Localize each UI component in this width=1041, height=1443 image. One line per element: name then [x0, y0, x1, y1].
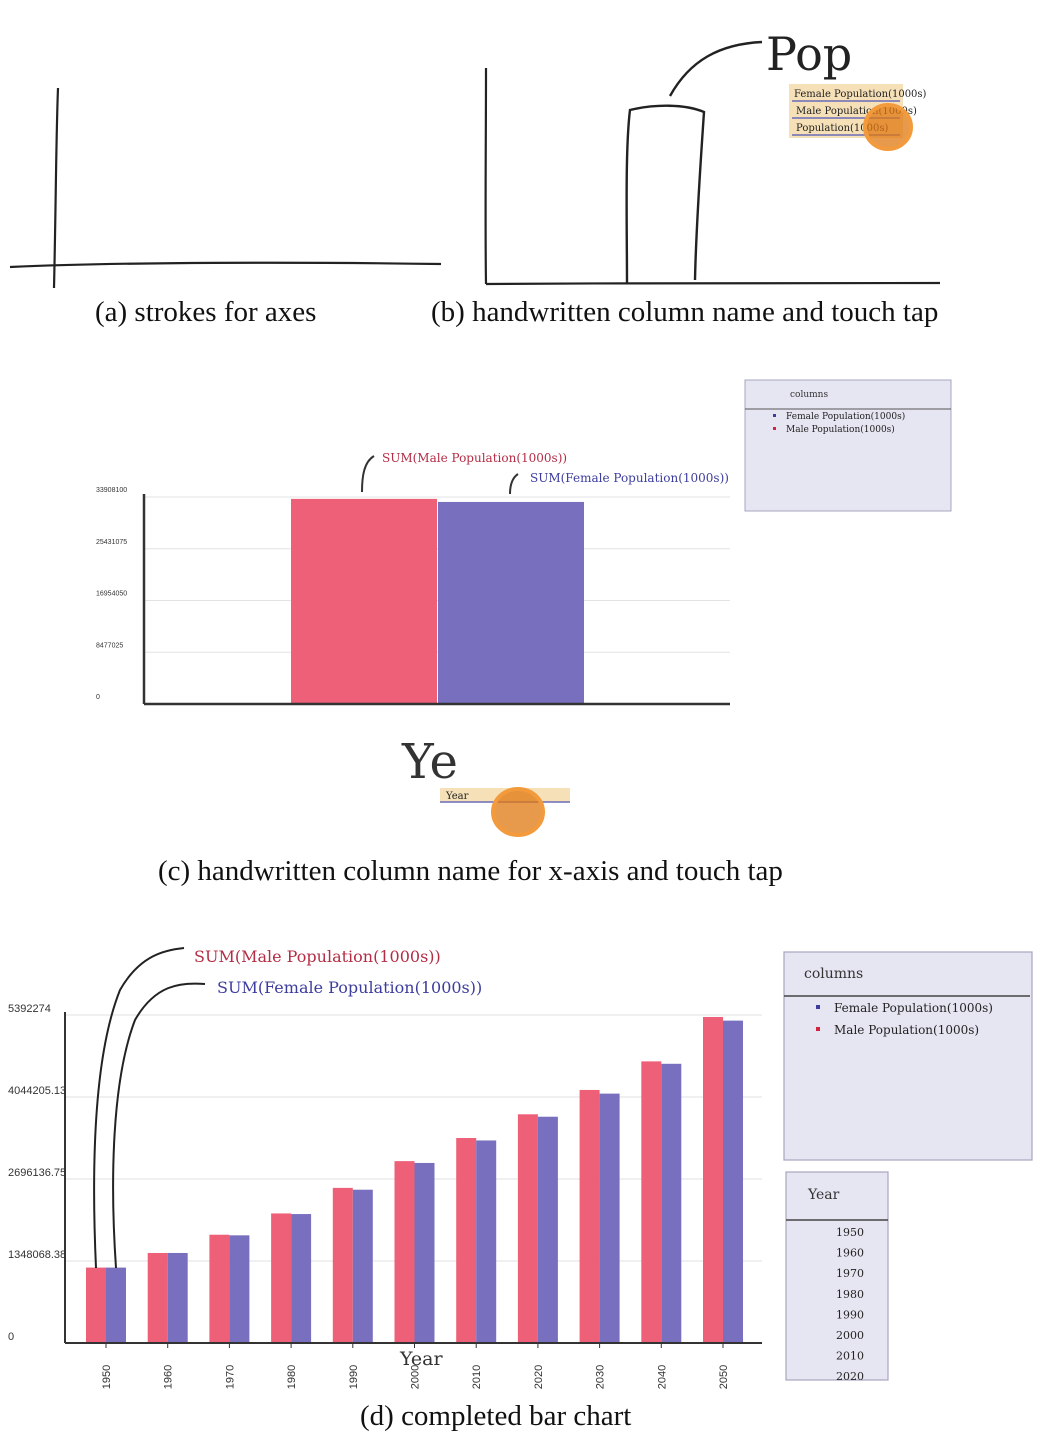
d-bar-female [352, 1189, 373, 1343]
d-bar-female [661, 1063, 682, 1343]
c-suggestion-bg [440, 788, 570, 802]
d-year-item[interactable]: 1970 [836, 1267, 864, 1280]
d-ytick-label: 1348068.38 [8, 1249, 66, 1261]
d-bar-male [394, 1161, 415, 1343]
d-connector-male [93, 947, 185, 1269]
d-bar-female [229, 1235, 250, 1343]
c-bar-male [291, 498, 437, 704]
caption-d: (d) completed bar chart [360, 1400, 632, 1432]
d-year-item[interactable]: 2010 [836, 1350, 864, 1363]
d-bar-female [106, 1267, 126, 1343]
d-xtick-label: 2030 [595, 1365, 607, 1389]
d-bar-female [599, 1093, 620, 1343]
c-legend-male[interactable]: Male Population(1000s) [786, 424, 895, 435]
d-legend-male[interactable]: Male Population(1000s) [834, 1023, 979, 1037]
d-legend-female-swatch [816, 1005, 820, 1009]
c-ytick-label: 16954050 [96, 591, 127, 598]
c-legend-male-swatch [773, 427, 776, 430]
suggestion-bg [789, 84, 903, 138]
d-xtick-label: 2000 [410, 1365, 422, 1389]
c-columns-panel [744, 379, 952, 512]
d-bar-female [723, 1020, 743, 1343]
handwriting-pop: Pop [766, 27, 852, 81]
d-year-item[interactable]: 1980 [836, 1288, 864, 1301]
d-legend-male-swatch [816, 1027, 820, 1031]
suggestion-1[interactable]: Male Population(1000s) [796, 106, 917, 117]
d-columns-panel [783, 951, 1033, 1161]
stroke-y-axis [52, 87, 60, 289]
d-year-panel [785, 1171, 889, 1381]
suggestion-2[interactable]: Population(1000s) [796, 123, 889, 134]
c-ytick-label: 0 [96, 694, 100, 701]
stroke-bar [625, 104, 706, 285]
d-year-item[interactable]: 1950 [836, 1226, 864, 1239]
d-year-item[interactable]: 2000 [836, 1329, 864, 1342]
d-bar-female [537, 1116, 558, 1343]
d-connector-female [112, 982, 206, 1269]
d-ytick-label: 0 [8, 1331, 14, 1343]
c-connector-female [509, 473, 519, 495]
caption-c: (c) handwritten column name for x-axis a… [158, 855, 783, 887]
c-ytick-label: 25431075 [96, 539, 127, 546]
c-label-female: SUM(Female Population(1000s)) [530, 471, 729, 485]
d-xtick-label: 1980 [286, 1365, 298, 1389]
d-ytick-label: 4044205.13 [8, 1085, 66, 1097]
d-bar-male [641, 1061, 662, 1343]
d-bar-female [476, 1140, 497, 1343]
d-bar-female [291, 1214, 312, 1343]
d-bar-male [86, 1267, 106, 1343]
d-bar-male [517, 1114, 538, 1343]
c-handwriting-ye: Ye [401, 734, 458, 790]
d-bar-male [703, 1016, 723, 1343]
caption-a: (a) strokes for axes [95, 296, 317, 328]
d-legend-female[interactable]: Female Population(1000s) [834, 1001, 993, 1015]
d-bar-male [579, 1089, 600, 1343]
touch-tap-b [863, 103, 913, 151]
d-year-title: Year [807, 1187, 840, 1203]
d-label-male: SUM(Male Population(1000s)) [194, 947, 441, 966]
d-bar-female [414, 1162, 435, 1343]
c-suggestion-year[interactable]: Year [445, 791, 469, 802]
d-ytick-label: 2696136.75 [8, 1167, 66, 1179]
d-xtick-label: 2020 [533, 1365, 545, 1389]
d-bar-female [167, 1252, 188, 1343]
d-year-item[interactable]: 2020 [836, 1370, 864, 1383]
d-xlabel: Year [399, 1348, 443, 1370]
c-bar-female [438, 501, 584, 704]
d-bar-male [209, 1234, 230, 1343]
d-xtick-label: 1990 [348, 1365, 360, 1389]
d-bar-male [456, 1138, 477, 1343]
d-xtick-label: 1970 [224, 1365, 236, 1389]
d-bar-male [332, 1187, 353, 1343]
c-legend-female-swatch [773, 414, 776, 417]
d-year-item[interactable]: 1960 [836, 1247, 864, 1260]
d-columns-title: columns [804, 966, 863, 982]
c-touch-tap [491, 787, 545, 837]
c-columns-title: columns [790, 390, 828, 400]
d-xtick-label: 1950 [101, 1365, 113, 1389]
d-year-item[interactable]: 1990 [836, 1308, 864, 1321]
d-ytick-label: 5392274 [8, 1003, 51, 1015]
d-bar-male [271, 1213, 292, 1343]
d-bar-male [147, 1252, 168, 1343]
d-xtick-label: 2040 [656, 1365, 668, 1389]
stroke-connector-b [668, 40, 763, 97]
suggestion-0[interactable]: Female Population(1000s) [794, 89, 927, 100]
d-label-female: SUM(Female Population(1000s)) [217, 978, 482, 997]
c-ytick-label: 8477025 [96, 642, 123, 649]
caption-b: (b) handwritten column name and touch ta… [431, 296, 939, 328]
stroke-x-axis [9, 261, 442, 269]
c-legend-female[interactable]: Female Population(1000s) [786, 411, 905, 422]
d-xtick-label: 2050 [718, 1365, 730, 1389]
stroke-x-axis-b [485, 281, 941, 286]
d-xtick-label: 1960 [163, 1365, 175, 1389]
c-ytick-label: 33908100 [96, 487, 127, 494]
c-connector-male [361, 455, 375, 493]
d-xtick-label: 2010 [471, 1365, 483, 1389]
c-label-male: SUM(Male Population(1000s)) [382, 451, 567, 465]
